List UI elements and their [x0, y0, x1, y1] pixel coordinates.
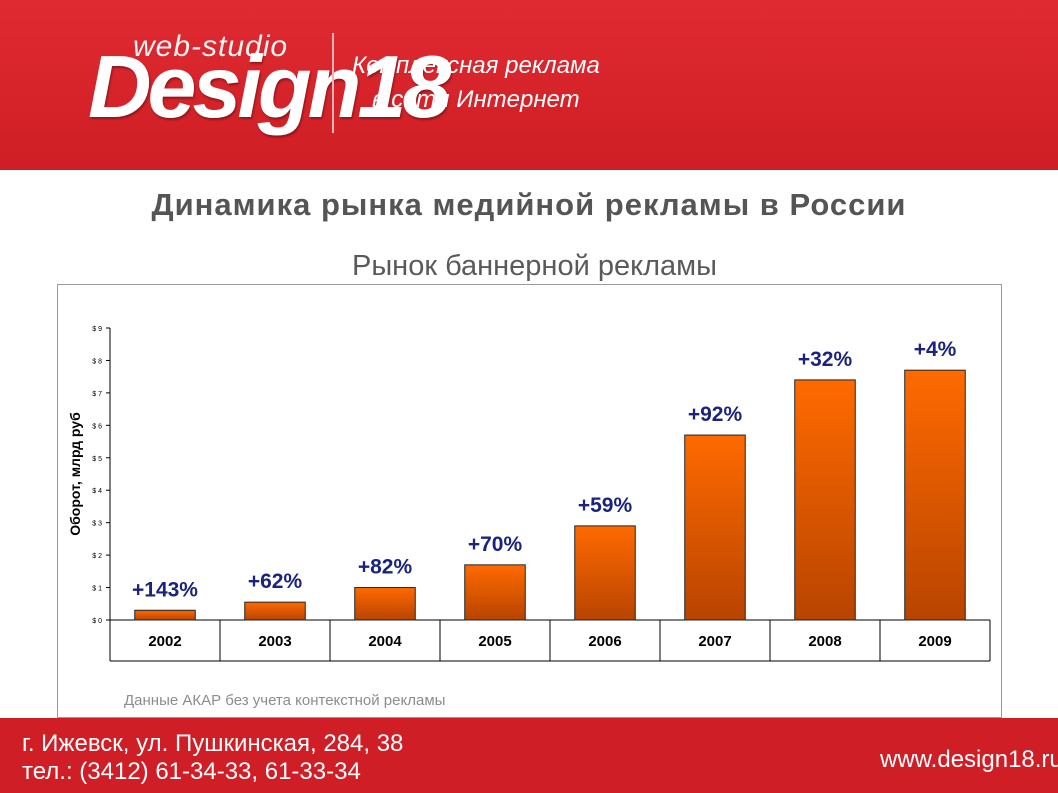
growth-label: +92% [688, 403, 743, 426]
bar [244, 601, 306, 621]
bar [354, 587, 416, 621]
y-axis-title: Оборот, млрд руб [67, 412, 83, 536]
chart-frame: $ 0 $ 1 $ 2 $ 3 $ 4 $ 5 $ 6 $ 7 $ 8 $ 9 Оборот, мл… [57, 284, 1002, 718]
y-tick-label: $ 3 [92, 521, 102, 528]
bar [574, 525, 636, 621]
y-tick-label: $ 4 [92, 488, 102, 495]
logo-divider [332, 33, 334, 133]
x-tick-label: 2005 [478, 633, 511, 650]
y-tick-label: $ 2 [92, 553, 102, 560]
logo-tagline: web-studio [133, 30, 289, 63]
y-tick-label: $ 5 [92, 456, 102, 463]
y-tick-label: $ 8 [92, 358, 102, 365]
bar [464, 564, 526, 621]
x-tick-label: 2009 [918, 633, 951, 650]
chart-note: Данные АКАР без учета контекстной реклам… [124, 692, 445, 709]
tagline-line1: Комплексная реклама [352, 52, 600, 79]
header-banner: web-studio Design18 Комплексная реклама … [0, 0, 1058, 170]
y-tick-label: $ 9 [92, 326, 102, 333]
growth-label: +82% [358, 556, 413, 579]
bar [134, 609, 196, 621]
footer-phone: тел.: (3412) 61-34-33, 61-33-34 [22, 758, 361, 785]
x-tick-label: 2002 [148, 633, 181, 650]
bar [794, 379, 856, 621]
growth-label: +143% [132, 578, 198, 601]
x-tick-label: 2004 [368, 633, 402, 650]
growth-label: +70% [468, 533, 523, 556]
x-tick-label: 2008 [808, 633, 841, 650]
growth-label: +59% [578, 494, 633, 517]
y-tick-label: $ 7 [92, 391, 102, 398]
growth-label: +4% [914, 338, 957, 361]
bar-chart: $ 0 $ 1 $ 2 $ 3 $ 4 $ 5 $ 6 $ 7 $ 8 $ 9 Оборот, мл… [67, 326, 991, 709]
footer-website[interactable]: www.design18.ru [880, 746, 1058, 773]
x-tick-label: 2006 [588, 633, 621, 650]
page-title: Динамика рынка медийной рекламы в России [151, 187, 907, 222]
tagline-line2: в сети Интернет [372, 86, 580, 113]
chart-subtitle: Рынок баннерной рекламы [352, 250, 717, 282]
x-tick-label: 2007 [698, 633, 731, 650]
growth-label: +32% [798, 348, 853, 371]
footer-address: г. Ижевск, ул. Пушкинская, 284, 38 [22, 730, 404, 757]
y-tick-label: $ 6 [92, 423, 102, 430]
bar [904, 369, 966, 621]
y-tick-label: $ 0 [92, 618, 102, 625]
x-tick-label: 2003 [258, 633, 291, 650]
growth-label: +62% [248, 570, 303, 593]
y-tick-label: $ 1 [92, 586, 102, 593]
footer: г. Ижевск, ул. Пушкинская, 284, 38 тел.:… [0, 718, 1058, 793]
bar [684, 434, 746, 621]
logo[interactable]: Design18 [88, 37, 451, 136]
